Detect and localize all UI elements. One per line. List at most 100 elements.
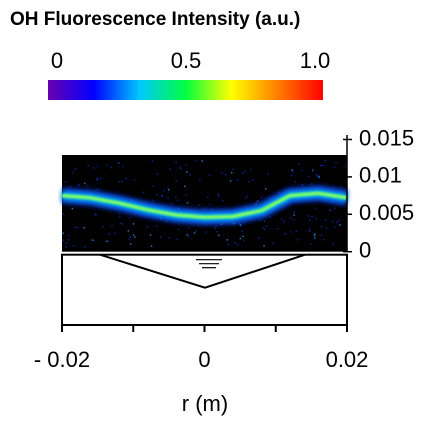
- noise: [234, 241, 236, 244]
- noise: [318, 176, 321, 178]
- noise: [186, 234, 188, 236]
- noise: [242, 235, 244, 238]
- noise: [118, 215, 121, 218]
- noise: [193, 232, 196, 234]
- noise: [218, 234, 220, 237]
- noise: [340, 186, 342, 189]
- noise: [118, 162, 121, 165]
- noise: [69, 185, 71, 188]
- noise: [251, 179, 254, 181]
- noise: [293, 211, 295, 213]
- noise: [336, 221, 338, 224]
- colorbar-tick-label: 0.5: [171, 48, 202, 73]
- flame-front: [61, 192, 348, 219]
- noise: [162, 189, 165, 192]
- colorbar-tick-label: 0: [51, 48, 63, 73]
- colorbar: [48, 80, 323, 100]
- noise: [281, 218, 283, 221]
- noise: [128, 238, 130, 241]
- noise: [74, 168, 77, 170]
- noise: [334, 207, 336, 209]
- noise: [87, 165, 89, 167]
- noise: [272, 242, 274, 245]
- noise: [83, 227, 85, 229]
- noise: [122, 165, 124, 168]
- noise: [214, 227, 216, 229]
- noise: [129, 236, 132, 238]
- noise: [179, 166, 181, 169]
- x-tick-label: 0.02: [326, 347, 369, 372]
- noise: [72, 171, 75, 174]
- noise: [320, 164, 322, 167]
- noise: [160, 194, 163, 197]
- noise: [313, 234, 316, 237]
- noise: [149, 234, 152, 236]
- noise: [307, 215, 310, 217]
- noise: [62, 213, 64, 215]
- noise: [133, 179, 136, 181]
- noise: [71, 207, 74, 210]
- noise: [338, 219, 341, 222]
- noise: [256, 200, 259, 203]
- y-tick-label: 0.01: [359, 163, 402, 188]
- noise: [159, 236, 162, 239]
- noise: [110, 166, 113, 169]
- noise: [331, 220, 334, 223]
- noise: [298, 163, 300, 166]
- noise: [176, 238, 179, 241]
- noise: [284, 232, 287, 235]
- noise: [297, 239, 299, 241]
- noise: [175, 161, 177, 164]
- noise: [64, 181, 67, 184]
- noise: [152, 185, 154, 187]
- noise: [311, 183, 313, 185]
- noise: [320, 234, 323, 236]
- noise: [333, 226, 336, 228]
- noise: [161, 195, 163, 197]
- noise: [175, 180, 178, 182]
- noise: [122, 223, 124, 225]
- noise: [215, 225, 217, 227]
- x-tick-label: 0: [198, 347, 210, 372]
- noise: [315, 173, 317, 176]
- noise: [169, 167, 171, 170]
- burner: [61, 253, 348, 326]
- noise: [167, 197, 169, 199]
- noise: [276, 228, 279, 230]
- noise: [118, 180, 120, 183]
- noise: [245, 197, 247, 199]
- noise: [177, 228, 180, 231]
- noise: [217, 193, 219, 196]
- noise: [179, 167, 182, 170]
- noise: [323, 164, 325, 167]
- noise: [250, 168, 252, 171]
- noise: [292, 170, 294, 173]
- noise: [102, 225, 104, 228]
- noise: [205, 207, 208, 209]
- noise: [96, 179, 98, 181]
- noise: [258, 237, 260, 239]
- noise: [236, 243, 239, 246]
- noise: [246, 195, 249, 197]
- noise: [98, 188, 100, 191]
- noise: [333, 166, 336, 168]
- noise: [198, 204, 200, 206]
- noise: [62, 239, 64, 242]
- noise: [309, 242, 312, 245]
- noise: [267, 173, 269, 175]
- noise: [68, 234, 70, 237]
- noise: [345, 166, 347, 169]
- y-tick-label: 0.005: [359, 200, 414, 225]
- noise: [108, 233, 110, 235]
- noise: [94, 213, 97, 215]
- noise: [151, 160, 154, 162]
- noise: [264, 188, 267, 190]
- noise: [227, 243, 229, 246]
- noise: [308, 230, 311, 233]
- noise: [309, 219, 311, 221]
- noise: [216, 230, 218, 233]
- noise: [171, 203, 173, 205]
- noise: [96, 177, 99, 180]
- noise: [317, 174, 320, 177]
- noise: [208, 174, 211, 176]
